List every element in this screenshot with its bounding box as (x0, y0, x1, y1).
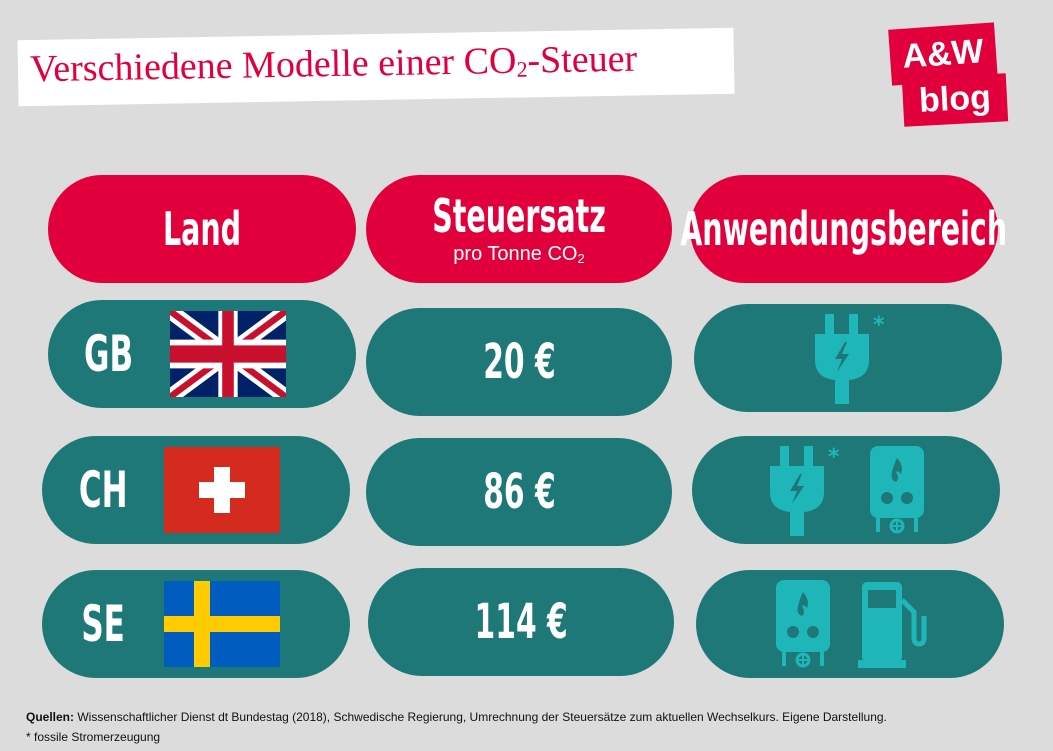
header-land: Land (48, 175, 356, 283)
tax-rate: 114 € (474, 594, 568, 650)
sources-footnote: Quellen: Wissenschaftlicher Dienst dt Bu… (26, 710, 887, 724)
tax-rate: 20 € (482, 334, 556, 390)
sweden-flag (164, 581, 280, 667)
svg-text:*: * (828, 445, 840, 470)
tax-rate: 86 € (482, 464, 556, 520)
land-cell-se: SE (42, 570, 350, 678)
united-kingdom-flag (170, 311, 286, 397)
svg-text:*: * (873, 313, 885, 338)
switzerland-flag (164, 447, 280, 533)
country-code: CH (78, 461, 128, 519)
rate-cell-ch: 86 € (366, 438, 672, 546)
logo-blog: blog (901, 73, 1009, 127)
scope-cell-ch: * (692, 436, 1000, 544)
land-cell-ch: CH (42, 436, 350, 544)
country-code: GB (84, 325, 134, 383)
header-anwendungsbereich: Anwendungsbereich (681, 175, 1007, 283)
boiler-icon (776, 580, 830, 668)
fuel-pump-icon (858, 582, 927, 668)
scope-cell-gb: * (694, 304, 1002, 412)
header-steuersatz-unit: pro Tonne CO2 (453, 242, 585, 266)
rate-cell-se: 114 € (368, 568, 674, 676)
boiler-icon (870, 446, 924, 534)
plug-icon: * (815, 313, 885, 404)
rate-cell-gb: 20 € (366, 308, 672, 416)
land-cell-gb: GB (48, 300, 356, 408)
scope-cell-se (696, 570, 1004, 678)
asterisk-footnote: * fossile Stromerzeugung (26, 730, 161, 744)
country-code: SE (81, 595, 125, 653)
plug-icon: * (770, 445, 840, 536)
header-steuersatz: Steuersatz pro Tonne CO2 (366, 175, 672, 283)
